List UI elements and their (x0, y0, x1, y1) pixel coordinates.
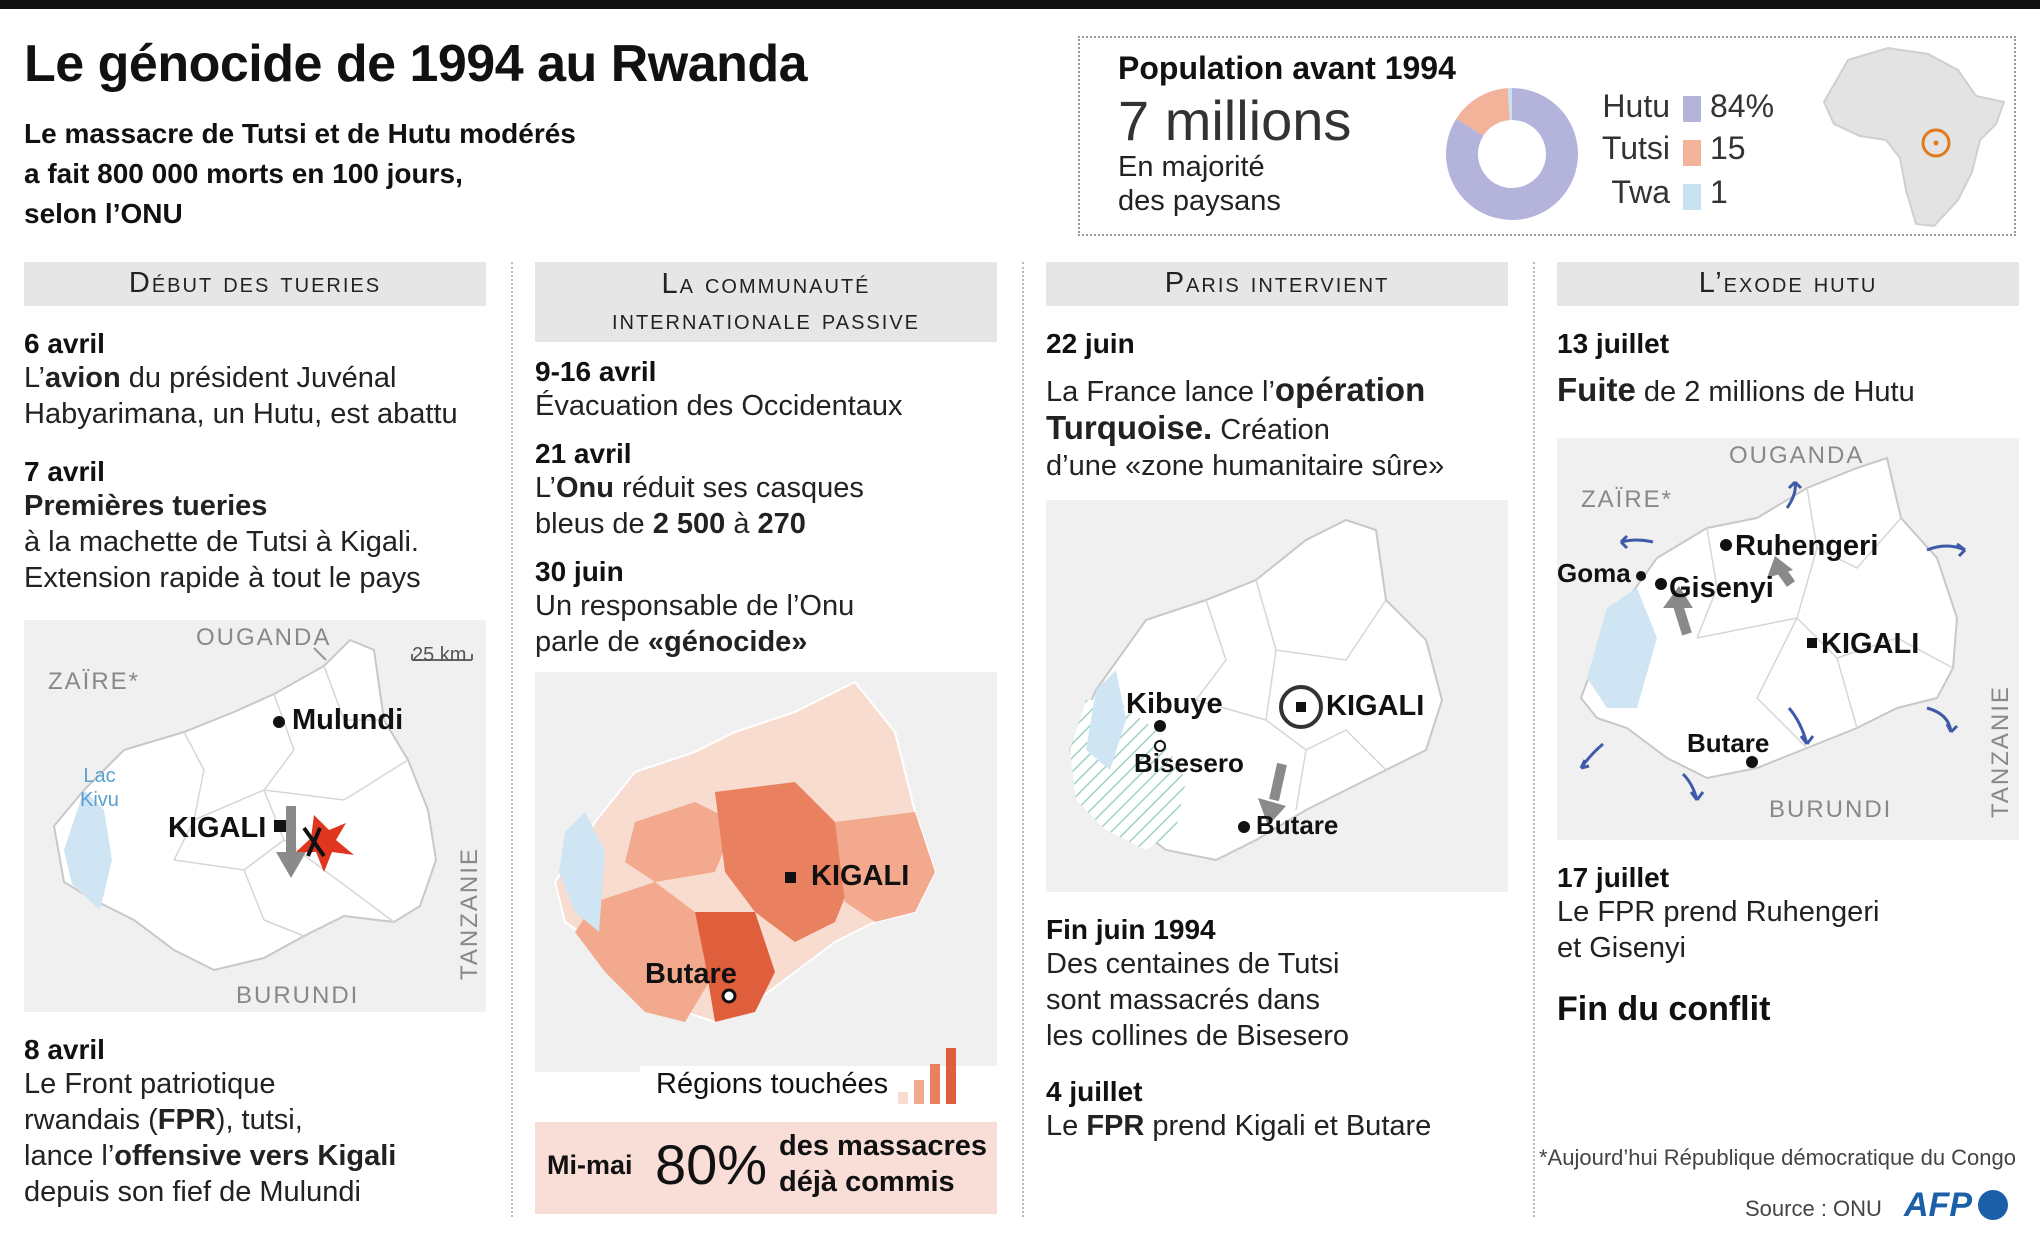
column-separator (511, 262, 513, 1217)
page-title: Le génocide de 1994 au Rwanda (24, 35, 808, 93)
legend-item-tutsi: Tutsi (1601, 130, 1670, 166)
regions-scale-bars (898, 1048, 956, 1104)
movement-arrow (1258, 798, 1286, 826)
population-value: 7 millions (1118, 89, 1352, 152)
legend-swatch-twa (1683, 184, 1701, 210)
column-heading-communaute: La communauté internationale passive (535, 262, 997, 342)
event-30-juin: 30 juin Un responsable de l’Onu parle de… (535, 556, 855, 658)
population-title: Population avant 1994 (1118, 50, 1456, 86)
legend-item-hutu: Hutu (1602, 88, 1670, 124)
kigali-marker (785, 872, 796, 883)
lake-kivu (1086, 670, 1126, 770)
column-separator (1533, 262, 1535, 1217)
event-21-avril: 21 avril L’Onu réduit ses casques bleus … (535, 438, 864, 540)
lake-kivu (64, 790, 112, 910)
legend-value-twa: 1 (1710, 174, 1728, 210)
page-subtitle: Le massacre de Tutsi et de Hutu modérés … (24, 118, 576, 229)
butare-marker (721, 988, 737, 1004)
rwanda-shape (1579, 456, 1959, 780)
mi-mai-box: Mi-mai 80% des massacres déjà commis (535, 1122, 997, 1214)
plane-icon (302, 826, 326, 858)
kibuye-marker (1154, 720, 1166, 732)
offensive-arrow (276, 852, 306, 878)
kigali-marker (274, 820, 286, 832)
legend-swatch-hutu (1683, 96, 1701, 122)
kigali-marker (1807, 638, 1817, 648)
goma-marker (1636, 571, 1646, 581)
donut-slice-hutu (1446, 88, 1578, 221)
population-box (1078, 36, 2016, 236)
footnote: *Aujourd’hui République démocratique du … (1539, 1145, 2016, 1170)
kigali-marker (1296, 702, 1306, 712)
event-4-juillet: 4 juillet Le FPR prend Kigali et Butare (1046, 1076, 1432, 1142)
bisesero-marker (1154, 740, 1166, 752)
column-heading-exode: L’exode hutu (1557, 262, 2019, 306)
event-13-juillet: 13 juillet Fuite de 2 millions de Hutu (1557, 328, 1915, 408)
region-mid (625, 802, 735, 882)
event-9-16-avril: 9-16 avril Évacuation des Occidentaux (535, 356, 903, 422)
exodus-arrows (1579, 480, 1967, 801)
ruhengeri-marker (1720, 539, 1732, 551)
column-separator (1022, 262, 1024, 1217)
legend-value-hutu: 84% (1710, 88, 1775, 124)
lake-kivu-label: Lac Kivu (80, 765, 119, 811)
population-note: En majorité des paysans (1118, 151, 1281, 217)
column-heading-paris: Paris intervient (1046, 262, 1508, 306)
legend-swatch-tutsi (1683, 140, 1701, 166)
gisenyi-marker (1655, 578, 1667, 590)
lake-kivu (1587, 588, 1657, 708)
map-paris-intervient: Kibuye Bisesero KIGALI Butare (1046, 500, 1508, 892)
map-debut-tueries: OUGANDA ZAÏRE* 25 km Lac Kivu Mulundi KIG… (24, 620, 486, 1012)
region-high (715, 782, 855, 942)
event-8-avril: 8 avril Le Front patriotique rwandais (F… (24, 1034, 397, 1208)
region-butare (695, 912, 775, 1022)
event-6-avril: 6 avril L’avion du président Juvénal Hab… (24, 328, 458, 430)
rwanda-location-marker (1921, 128, 1951, 158)
rwanda-shape (52, 638, 438, 972)
butare-marker (1746, 756, 1758, 768)
map-regions-touchees: KIGALI Butare (535, 672, 997, 1072)
legend-value-tutsi: 15 (1710, 130, 1746, 166)
region-south-west (575, 882, 715, 1022)
africa-locator-map (1822, 46, 2006, 228)
regions-legend: Régions touchées (640, 1048, 998, 1106)
population-donut-chart (1446, 88, 1578, 221)
column-heading-debut: Début des tueries (24, 262, 486, 306)
event-7-avril: 7 avril Premières tueries à la machette … (24, 456, 421, 594)
butare-marker (1238, 821, 1250, 833)
donut-slice-twa (1507, 88, 1512, 121)
kigali-circle (1279, 685, 1323, 729)
fin-du-conflit: Fin du conflit (1557, 990, 1771, 1028)
map-exode-hutu: OUGANDA ZAÏRE* Ruhengeri Goma Gisenyi KI… (1557, 438, 2019, 840)
top-bar (0, 0, 2040, 9)
event-17-juillet: 17 juillet Le FPR prend Ruhengeri et Gis… (1557, 862, 1880, 964)
event-22-juin: 22 juin La France lance l’opération Turq… (1046, 328, 1445, 482)
event-fin-juin-1994: Fin juin 1994 Des centaines de Tutsi son… (1046, 914, 1350, 1052)
fpr-arrow-west (1663, 586, 1693, 608)
mulundi-marker (273, 716, 285, 728)
lake-kivu (559, 812, 605, 932)
afp-logo: AFP (1904, 1186, 2008, 1225)
region-east (835, 812, 935, 922)
source: Source : ONU (1745, 1196, 1882, 1221)
fpr-arrow-north (1767, 556, 1793, 578)
legend-item-twa: Twa (1611, 174, 1670, 210)
explosion-icon (296, 815, 354, 872)
donut-slice-tutsi (1456, 88, 1510, 136)
